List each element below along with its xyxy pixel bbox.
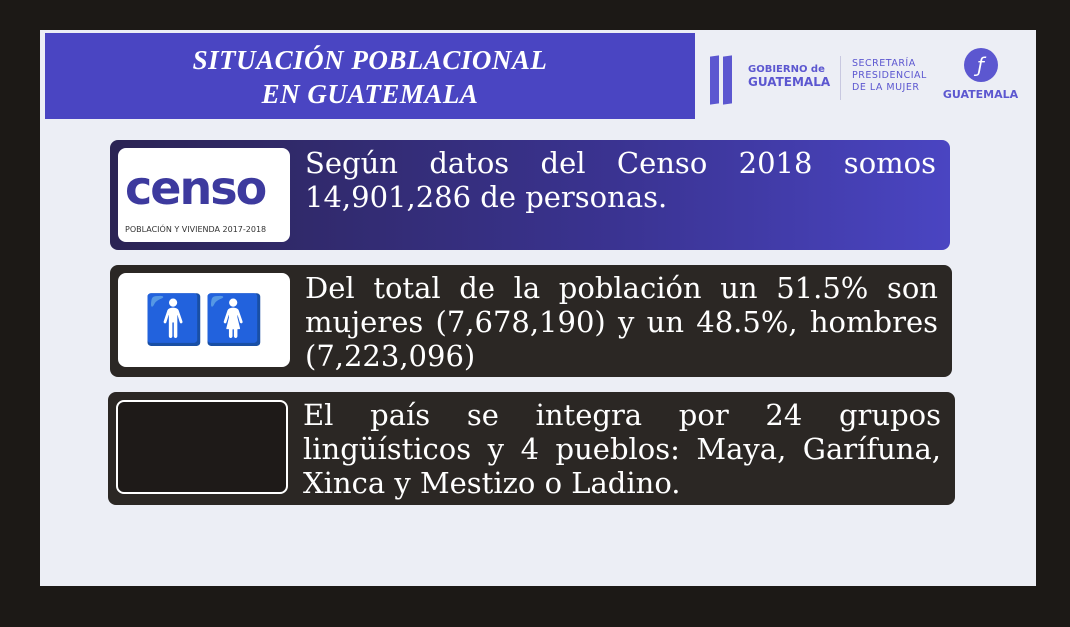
municipalidad-emblem-icon: ƒ bbox=[963, 48, 998, 82]
municipalidad-logo: ƒ GUATEMALA bbox=[938, 48, 1023, 101]
censo-logo: censo POBLACIÓN Y VIVIENDA 2017-2018 bbox=[118, 148, 290, 242]
secretaria-line: SECRETARÍA bbox=[852, 58, 916, 69]
info-text: Según datos del Censo 2018 somos 14,901,… bbox=[305, 146, 936, 214]
municipalidad-text: GUATEMALA bbox=[942, 88, 1019, 101]
slide-title: SITUACIÓN POBLACIONAL EN GUATEMALA bbox=[45, 33, 695, 119]
logos: GOBIERNO de GUATEMALA SECRETARÍA PRESIDEN… bbox=[708, 48, 1028, 118]
title-line2: EN GUATEMALA bbox=[261, 79, 479, 109]
dance-photo bbox=[116, 400, 288, 494]
gobierno-logo: GOBIERNO de GUATEMALA bbox=[748, 64, 830, 90]
info-box-censo: censo POBLACIÓN Y VIVIENDA 2017-2018 Seg… bbox=[110, 140, 950, 250]
censo-word: censo bbox=[125, 161, 267, 215]
gobierno-text: GOBIERNO de bbox=[748, 64, 825, 75]
slide: SITUACIÓN POBLACIONAL EN GUATEMALA GOBIE… bbox=[40, 30, 1036, 586]
secretaria-line: DE LA MUJER bbox=[852, 82, 920, 93]
man-woman-icon: 🚹🚺 bbox=[118, 273, 290, 367]
gobierno-logo-icon bbox=[710, 55, 736, 108]
secretaria-line: PRESIDENCIAL bbox=[852, 70, 927, 81]
secretaria-logo: SECRETARÍA PRESIDENCIAL DE LA MUJER bbox=[852, 58, 927, 94]
gobierno-text2: GUATEMALA bbox=[748, 75, 831, 89]
divider bbox=[840, 56, 841, 100]
info-box-gender: 🚹🚺 Del total de la población un 51.5% so… bbox=[110, 265, 952, 377]
censo-subtitle: POBLACIÓN Y VIVIENDA 2017-2018 bbox=[125, 225, 267, 234]
title-line1: SITUACIÓN POBLACIONAL bbox=[192, 45, 548, 75]
info-text: Del total de la población un 51.5% son m… bbox=[305, 271, 938, 373]
info-box-pueblos: El país se integra por 24 grupos lingüís… bbox=[108, 392, 955, 505]
info-text: El país se integra por 24 grupos lingüís… bbox=[303, 398, 941, 500]
